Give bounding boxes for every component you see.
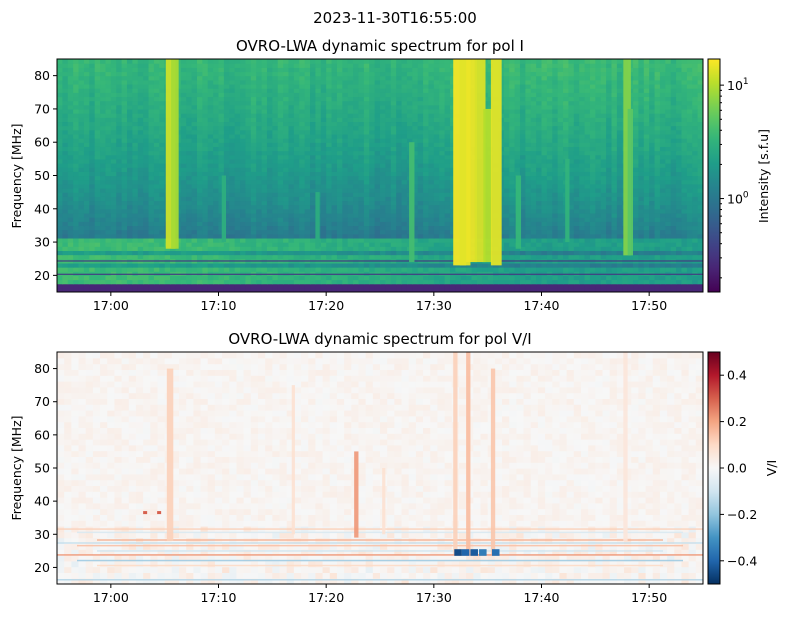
colorbar-tick-label: 100 <box>727 191 749 207</box>
y-tick-label: 20 <box>34 560 50 575</box>
pol-vi-ylabel: Frequency [MHz] <box>9 415 24 520</box>
pol-vi-colorbar-ticks: 0.4 0.2 0.0 −0.2 −0.4 <box>720 368 757 568</box>
pol-vi-x-axis: 17:00 17:10 17:20 17:30 17:40 17:50 <box>93 584 667 605</box>
panel-pol-i-title: OVRO-LWA dynamic spectrum for pol I <box>236 37 524 55</box>
panel-pol-vi-title: OVRO-LWA dynamic spectrum for pol V/I <box>228 330 531 348</box>
pol-i-colorbar-frame <box>707 58 721 293</box>
pol-vi-heatmap <box>57 352 703 584</box>
y-tick-label: 20 <box>34 268 50 283</box>
panel-pol-vi: OVRO-LWA dynamic spectrum for pol V/I 17… <box>9 330 779 605</box>
y-tick-label: 80 <box>34 68 50 83</box>
pol-i-colorbar-label: Intensity [s.f.u] <box>756 129 771 223</box>
y-tick-label: 80 <box>34 361 50 376</box>
y-tick-label: 40 <box>34 494 50 509</box>
y-tick-label: 50 <box>34 461 50 476</box>
colorbar-tick-label: 0.4 <box>727 368 747 383</box>
x-tick-label: 17:00 <box>93 590 129 605</box>
pol-i-colorbar-fill <box>708 59 720 292</box>
x-tick-label: 17:30 <box>416 298 452 313</box>
figure-suptitle: 2023-11-30T16:55:00 <box>313 9 477 27</box>
x-tick-label: 17:10 <box>200 590 236 605</box>
y-tick-label: 60 <box>34 427 50 442</box>
y-tick-label: 70 <box>34 101 50 116</box>
colorbar-tick-label: −0.2 <box>727 507 757 522</box>
pol-vi-y-axis: 20 30 40 50 60 70 80 <box>34 361 57 575</box>
y-tick-label: 50 <box>34 168 50 183</box>
colorbar-tick-label: −0.4 <box>727 553 757 568</box>
colorbar-tick-label: 0.0 <box>727 461 747 476</box>
pol-vi-colorbar-fill <box>708 352 720 584</box>
colorbar-tick-label: 101 <box>727 77 749 93</box>
x-tick-label: 17:20 <box>308 298 344 313</box>
panel-pol-i: OVRO-LWA dynamic spectrum for pol I 17:0… <box>9 37 771 313</box>
pol-i-colorbar: 100 101 Intensity [s.f.u] <box>707 58 771 293</box>
x-tick-label: 17:30 <box>416 590 452 605</box>
colorbar-tick-label: 0.2 <box>727 414 747 429</box>
pol-i-x-axis: 17:00 17:10 17:20 17:30 17:40 17:50 <box>93 292 667 313</box>
pol-i-heatmap <box>57 59 703 292</box>
pol-i-y-axis: 20 30 40 50 60 70 80 <box>34 68 57 283</box>
pol-vi-colorbar: 0.4 0.2 0.0 −0.2 −0.4 V/I <box>707 351 779 585</box>
y-tick-label: 70 <box>34 394 50 409</box>
pol-i-colorbar-ticks: 100 101 <box>720 77 749 279</box>
x-tick-label: 17:50 <box>631 590 667 605</box>
pol-i-ylabel: Frequency [MHz] <box>9 123 24 228</box>
x-tick-label: 17:40 <box>523 590 559 605</box>
x-tick-label: 17:00 <box>93 298 129 313</box>
x-tick-label: 17:10 <box>200 298 236 313</box>
x-tick-label: 17:20 <box>308 590 344 605</box>
y-tick-label: 30 <box>34 527 50 542</box>
pol-vi-colorbar-label: V/I <box>764 460 779 476</box>
x-tick-label: 17:50 <box>631 298 667 313</box>
y-tick-label: 30 <box>34 235 50 250</box>
x-tick-label: 17:40 <box>523 298 559 313</box>
y-tick-label: 40 <box>34 201 50 216</box>
y-tick-label: 60 <box>34 135 50 150</box>
